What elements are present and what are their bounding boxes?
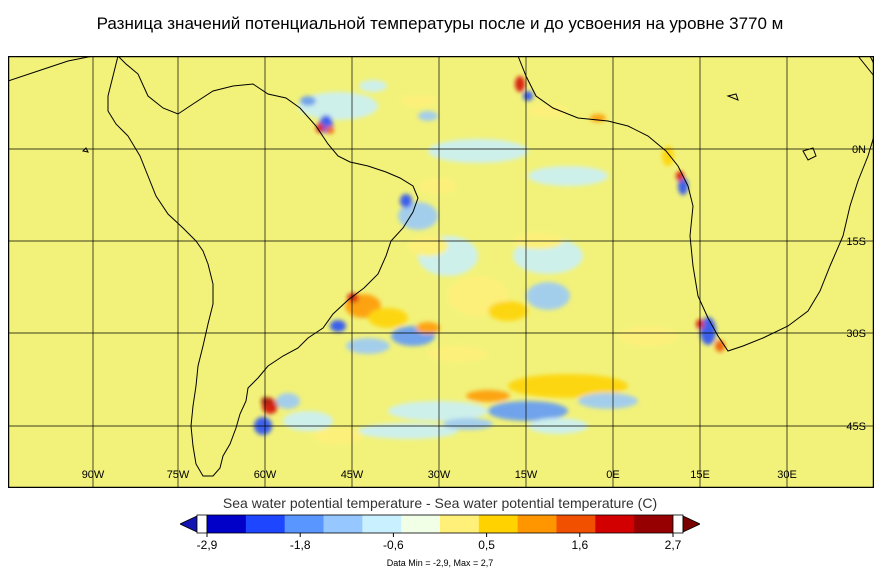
colorbar-bin (245, 515, 286, 533)
longitude-label: 0E (606, 469, 619, 481)
map-frame (8, 56, 874, 488)
colorbar-tick-label: 0,5 (478, 538, 495, 552)
colorbar-min-gap (196, 514, 208, 534)
graticule (8, 56, 874, 488)
colorbar-ticks: -2,9 -1,8 -0,6 0,5 1,6 2,7 (197, 533, 682, 552)
colorbar-min-arrow (180, 515, 198, 533)
colorbar-bin (207, 515, 247, 533)
colorbar-tick-label: -1,8 (290, 538, 311, 552)
map-panel[interactable]: 90W 75W 60W 45W 30W 15W 0E 15E 30E 0N 15S 30S 45S (8, 56, 874, 488)
colorbar-tick-label: 1,6 (571, 538, 588, 552)
longitude-labels: 90W 75W 60W 45W 30W 15W 0E 15E 30E (82, 469, 797, 481)
longitude-label: 45W (341, 469, 364, 481)
data-range-note: Data Min = -2,9, Max = 2,7 (386, 558, 494, 568)
colorbar: -2,9 -1,8 -0,6 0,5 1,6 2,7 (180, 514, 700, 552)
latitude-label: 15S (846, 236, 866, 248)
latitude-label: 0N (852, 144, 866, 156)
colorbar-bin (323, 515, 363, 533)
colorbar-max-arrow (682, 515, 700, 533)
colorbar-tick-label: 2,7 (665, 538, 682, 552)
colorbar-bin (440, 515, 480, 533)
colorbar-tick-label: -0,6 (383, 538, 404, 552)
map-title: Разница значений потенциальной температу… (96, 14, 784, 33)
latitude-label: 45S (846, 421, 866, 433)
longitude-label: 30W (428, 469, 451, 481)
latitude-labels: 0N 15S 30S 45S (846, 144, 866, 433)
colorbar-max-gap (672, 514, 684, 534)
colorbar-tick-label: -2,9 (197, 538, 218, 552)
longitude-label: 60W (254, 469, 277, 481)
colorbar-bin (634, 515, 674, 533)
longitude-label: 90W (82, 469, 105, 481)
colorbar-bin (401, 515, 441, 533)
colorbar-bin (517, 515, 557, 533)
colorbar-title: Sea water potential temperature - Sea wa… (222, 495, 658, 511)
colorbar-bin (284, 515, 324, 533)
longitude-label: 75W (167, 469, 190, 481)
colorbar-bin (595, 515, 635, 533)
longitude-label: 15W (515, 469, 538, 481)
longitude-label: 15E (690, 469, 710, 481)
coastlines (8, 56, 874, 477)
colorbar-bins (206, 514, 674, 534)
colorbar-bin (478, 515, 519, 533)
latitude-label: 30S (846, 328, 866, 340)
colorbar-bin (556, 515, 596, 533)
colorbar-bin (362, 515, 402, 533)
longitude-label: 30E (777, 469, 797, 481)
